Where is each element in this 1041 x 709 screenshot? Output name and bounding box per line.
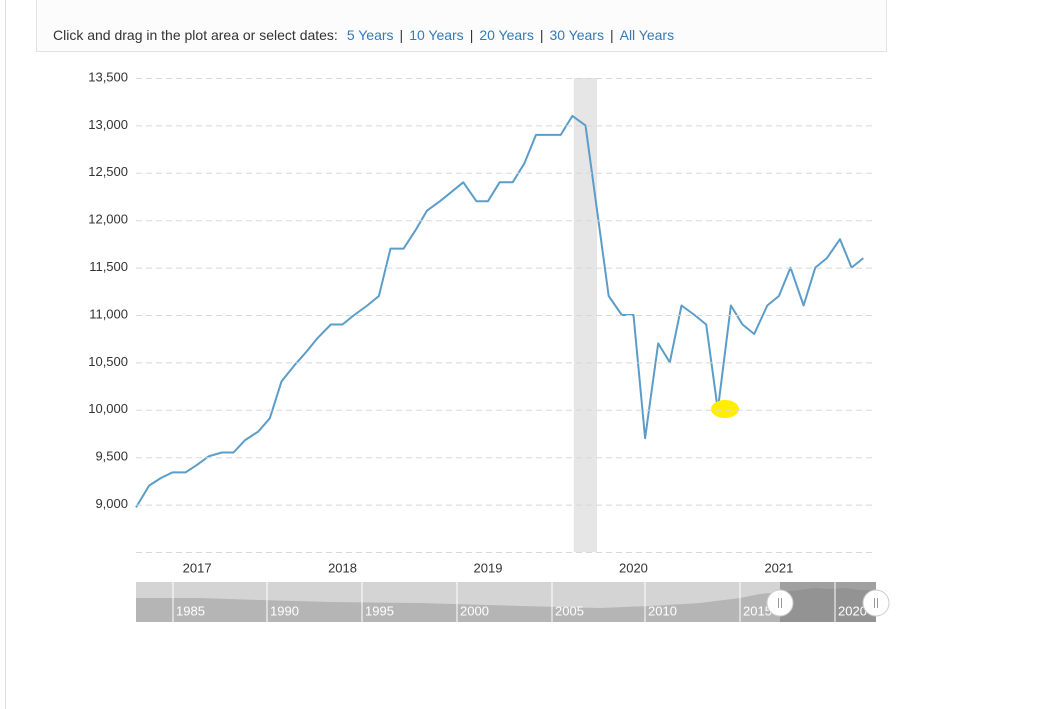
- x-tick-label: 2017: [183, 560, 212, 575]
- range-link[interactable]: 5 Years: [346, 27, 394, 43]
- toolbar: Click and drag in the plot area or selec…: [36, 0, 887, 52]
- y-tick-label: 10,500: [88, 354, 128, 369]
- navigator[interactable]: 1985 1990 1995 2000 2005 2010 2015 2020: [136, 582, 890, 622]
- navigator-handle[interactable]: [766, 589, 794, 617]
- x-tick-label: 2021: [764, 560, 793, 575]
- prompt: Click and drag in the plot area or selec…: [53, 27, 338, 43]
- range-link[interactable]: 20 Years: [479, 27, 534, 43]
- date-tools: Click and drag in the plot area or selec…: [53, 27, 674, 43]
- separator: |: [399, 27, 404, 43]
- navigator-label: 2020: [838, 603, 867, 618]
- navigator-label: 2005: [555, 603, 584, 618]
- navigator-label: 2010: [648, 603, 677, 618]
- navigator-selection: [780, 582, 876, 622]
- range-link[interactable]: 10 Years: [409, 27, 464, 43]
- navigator-label: 1995: [365, 603, 394, 618]
- x-tick-label: 2019: [474, 560, 503, 575]
- x-tick-label: 2018: [328, 560, 357, 575]
- y-tick-label: 11,500: [89, 259, 128, 274]
- y-tick-label: 12,000: [88, 212, 128, 227]
- y-tick-label: 11,000: [89, 306, 128, 321]
- separator: |: [469, 27, 474, 43]
- navigator-label: 1985: [176, 603, 205, 618]
- range-link[interactable]: 30 Years: [549, 27, 604, 43]
- navigator-label: 2015: [743, 603, 772, 618]
- y-tick-label: 13,500: [88, 69, 128, 84]
- y-tick-label: 12,500: [88, 164, 128, 179]
- page-edge: [5, 0, 6, 709]
- y-tick-label: 13,000: [88, 117, 128, 132]
- highlight: [711, 400, 739, 418]
- x-tick-label: 2020: [619, 560, 648, 575]
- navigator-area: [136, 588, 876, 622]
- range-link[interactable]: All Years: [619, 27, 675, 43]
- separator: |: [539, 27, 544, 43]
- y-tick-label: 9,500: [95, 449, 128, 464]
- y-tick-label: 10,000: [88, 401, 128, 416]
- y-tick-label: 9,000: [95, 496, 128, 511]
- shaded-range: [573, 78, 598, 552]
- navigator-label: 1990: [270, 603, 299, 618]
- navigator-handle[interactable]: [862, 589, 890, 617]
- navigator-label: 2000: [460, 603, 489, 618]
- line: [135, 114, 864, 508]
- separator: |: [609, 27, 614, 43]
